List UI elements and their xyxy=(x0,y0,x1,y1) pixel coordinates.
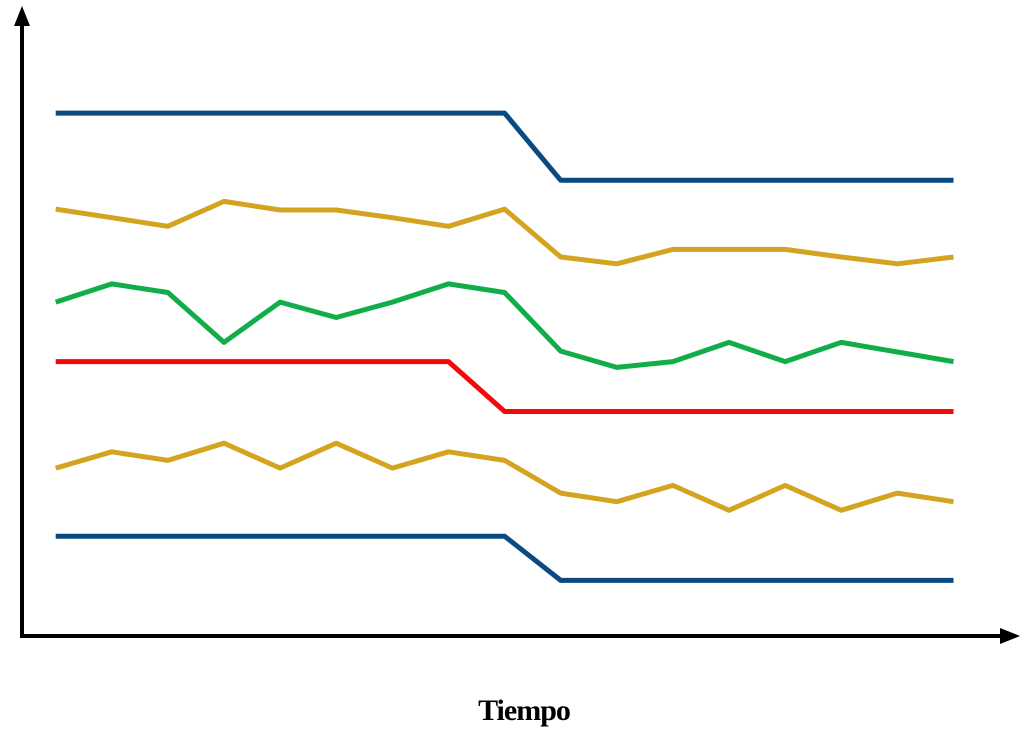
series-layer xyxy=(54,110,954,583)
x-axis-label: Tiempo xyxy=(478,694,570,727)
series-line-2 xyxy=(55,198,954,267)
y-axis-arrow-icon xyxy=(14,6,30,26)
axes xyxy=(14,6,1020,644)
series-line-3 xyxy=(54,281,954,370)
series-line-6 xyxy=(55,533,954,583)
series-line-1 xyxy=(55,110,954,183)
x-axis-arrow-icon xyxy=(1000,628,1020,644)
series-line-5 xyxy=(55,440,954,513)
series-line-4 xyxy=(55,359,954,414)
